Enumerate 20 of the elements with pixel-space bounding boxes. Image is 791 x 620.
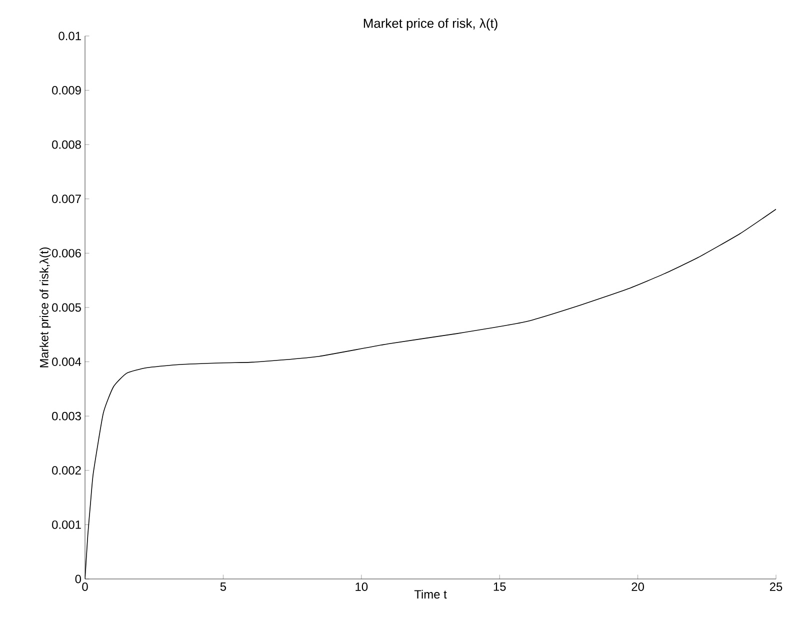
x-tick-label: 15 (494, 582, 506, 591)
x-tick-label: 0 (82, 582, 88, 591)
y-tick-label: 0.003 (52, 412, 81, 420)
y-tick-label: 0.002 (52, 466, 81, 475)
y-tick-label: 0.004 (52, 358, 82, 366)
y-tick-label: 0.005 (52, 303, 81, 312)
y-tick-label: 0.007 (52, 194, 81, 204)
x-tick-label: 5 (220, 582, 226, 591)
x-tick-label: 25 (770, 582, 782, 591)
y-axis-title: Market price of risk,λ(t) (40, 247, 51, 368)
y-tick-label: 0.009 (52, 86, 81, 95)
x-tick-label: 20 (632, 582, 644, 591)
y-tick-label: 0.001 (52, 520, 81, 529)
x-tick-label: 10 (356, 582, 368, 591)
y-tick-label: 0.01 (58, 32, 81, 40)
y-tick-label: 0 (75, 574, 82, 584)
y-tick-label: 0.008 (52, 140, 81, 149)
chart-title: Market price of risk, λ(t) (364, 18, 498, 30)
y-tick-label: 0.006 (52, 248, 81, 258)
x-axis-title: Time t (414, 590, 447, 599)
